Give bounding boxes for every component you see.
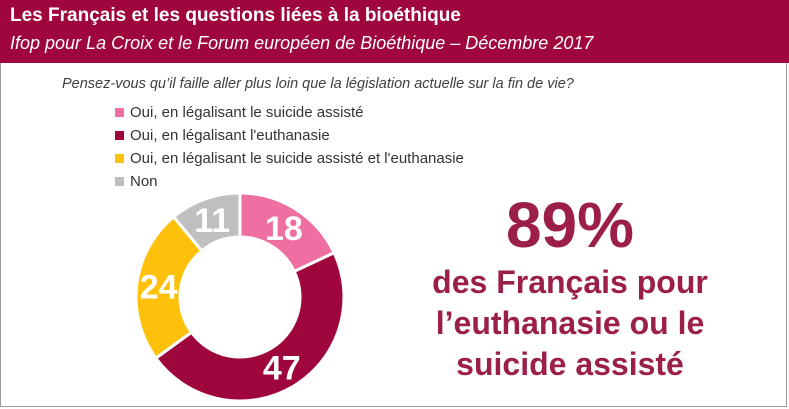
survey-question: Pensez-vous qu’il faille aller plus loin… [62, 76, 574, 92]
highlight-line: suicide assisté [456, 346, 684, 382]
legend-label: Oui, en légalisant l'euthanasie [130, 127, 330, 144]
legend: Oui, en légalisant le suicide assisté Ou… [115, 101, 464, 193]
legend-label: Oui, en légalisant le suicide assisté [130, 104, 364, 121]
donut-slice [171, 191, 242, 253]
highlight-line: des Français pour [432, 264, 708, 300]
donut-data-label: 11 [194, 202, 230, 240]
highlight-caption: des Français pour l’euthanasie ou le sui… [370, 262, 770, 385]
legend-label: Oui, en légalisant le suicide assisté et… [130, 150, 464, 167]
legend-label: Non [130, 173, 158, 190]
legend-swatch [115, 131, 124, 140]
legend-swatch [115, 154, 124, 163]
legend-item: Oui, en légalisant le suicide assisté [115, 101, 464, 124]
donut-slice [153, 250, 346, 403]
donut-data-label: 47 [263, 350, 301, 388]
header-banner: Les Français et les questions liées à la… [0, 0, 789, 63]
legend-item: Oui, en légalisant l'euthanasie [115, 124, 464, 147]
legend-item: Oui, en légalisant le suicide assisté et… [115, 147, 464, 170]
donut-data-label: 18 [265, 210, 303, 248]
highlight-value: 89% [505, 189, 635, 261]
legend-swatch [115, 108, 124, 117]
donut-chart: 18 47 24 11 [134, 191, 346, 403]
chart-title: Les Français et les questions liées à la… [10, 5, 461, 26]
legend-swatch [115, 177, 124, 186]
highlight-line: l’euthanasie ou le [435, 305, 705, 341]
highlight-stat: 89% des Français pour l’euthanasie ou le… [370, 190, 770, 385]
legend-item: Non [115, 170, 464, 193]
chart-subtitle: Ifop pour La Croix et le Forum européen … [10, 33, 594, 53]
donut-data-label: 24 [140, 269, 178, 307]
